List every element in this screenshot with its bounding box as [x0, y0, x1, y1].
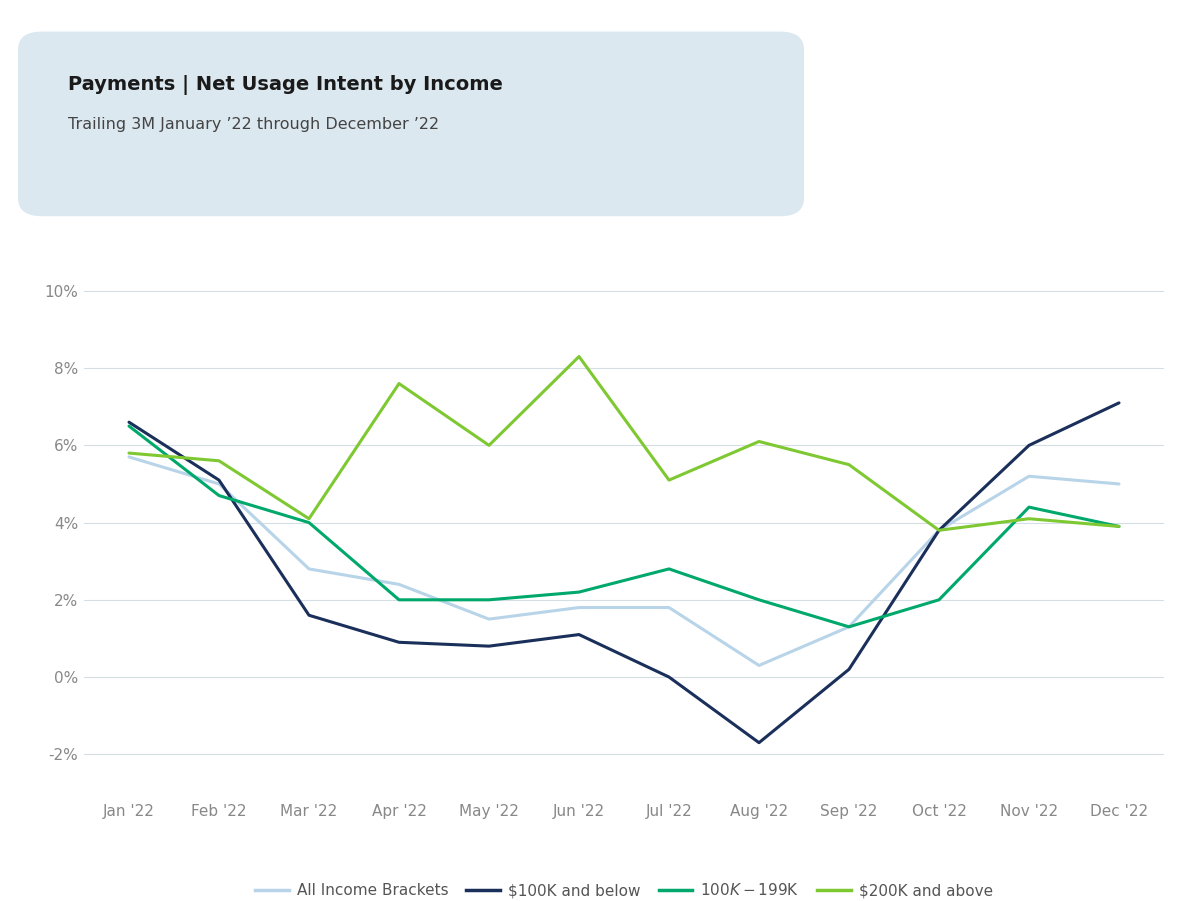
Legend: All Income Brackets, $100K and below, $100K - $199K, $200K and above: All Income Brackets, $100K and below, $1…	[250, 876, 998, 901]
Text: Trailing 3M January ’22 through December ’22: Trailing 3M January ’22 through December…	[68, 117, 439, 132]
Text: Payments | Net Usage Intent by Income: Payments | Net Usage Intent by Income	[68, 75, 503, 95]
